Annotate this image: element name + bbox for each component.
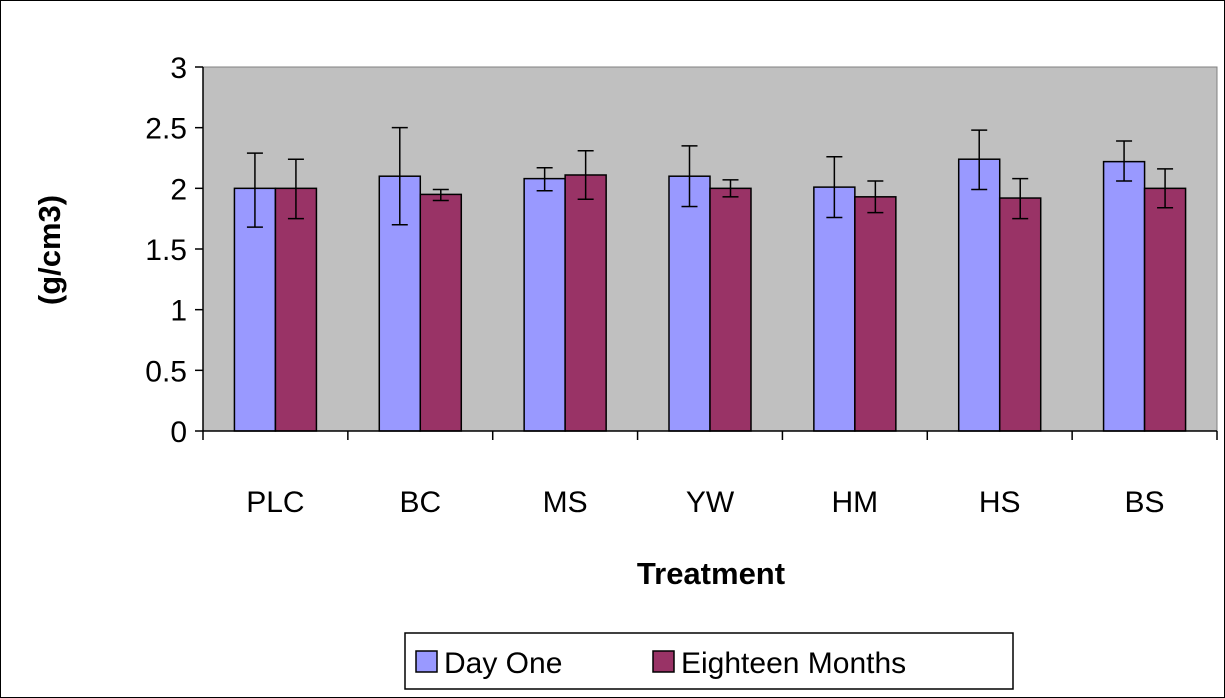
x-tick-labels: PLC BC MS YW HM HS BS [246,486,1164,519]
x-tick-label-ms: MS [543,486,588,519]
bar-eighteen-months-bc [419,193,463,432]
bar-day-one-plc [233,187,277,432]
error-bar-eighteen-months-yw [722,179,739,198]
error-bars-group [246,126,1174,228]
error-bar-eighteen-months-ms [577,149,594,201]
error-bar-day-one-ms [536,166,553,192]
bar-eighteen-months-ms [564,174,607,432]
error-bar-day-one-bs [1116,140,1133,182]
legend-swatch-eighteen-months [652,650,675,673]
y-tick-labels: 0 0.5 1 1.5 2 2.5 3 [145,52,187,449]
error-bar-eighteen-months-plc [287,158,304,220]
error-bar-eighteen-months-hs [1012,177,1029,220]
y-axis-title: (g/cm3) [32,195,67,305]
y-tick-label: 2.5 [145,113,187,146]
legend-label-eighteen-months: Eighteen Months [681,647,906,680]
x-tick-label-yw: YW [686,486,735,519]
legend-label-day-one: Day One [444,647,562,680]
axes-group [195,66,1218,440]
y-tick-label: 2 [170,173,187,206]
y-tick-label: 1.5 [145,234,187,267]
y-tick-label: 0 [170,416,187,449]
x-axis-title: Treatment [637,556,785,591]
error-bar-eighteen-months-hm [867,180,884,214]
x-tick-label-bc: BC [399,486,441,519]
y-tick-label: 1 [170,295,187,328]
error-bar-day-one-hs [971,129,988,191]
legend-swatch-day-one [415,650,438,673]
bar-day-one-ms [523,177,566,432]
error-bar-day-one-hm [826,156,843,219]
y-tick-label: 3 [170,52,187,85]
bar-eighteen-months-hm [854,196,897,432]
bar-eighteen-months-yw [709,187,752,432]
x-tick-label-hs: HS [979,486,1021,519]
legend-box [404,632,1014,690]
y-tick-label: 0.5 [145,355,187,388]
bar-day-one-hs [957,158,1001,432]
bar-eighteen-months-plc [274,187,318,432]
error-bar-eighteen-months-bs [1157,168,1174,209]
x-tick-label-plc: PLC [246,486,304,519]
bar-day-one-bs [1102,160,1146,432]
x-tick-label-bs: BS [1125,486,1165,519]
error-bar-eighteen-months-bc [432,188,449,202]
error-bar-day-one-plc [246,152,263,228]
legend: Day One Eighteen Months [404,632,1014,690]
error-bar-day-one-yw [681,145,698,208]
bar-day-one-yw [668,175,711,432]
bar-eighteen-months-bs [1143,187,1187,432]
error-bar-day-one-bc [391,126,408,226]
bar-eighteen-months-hs [998,197,1042,432]
bar-day-one-hm [813,186,856,432]
x-tick-label-hm: HM [832,486,879,519]
